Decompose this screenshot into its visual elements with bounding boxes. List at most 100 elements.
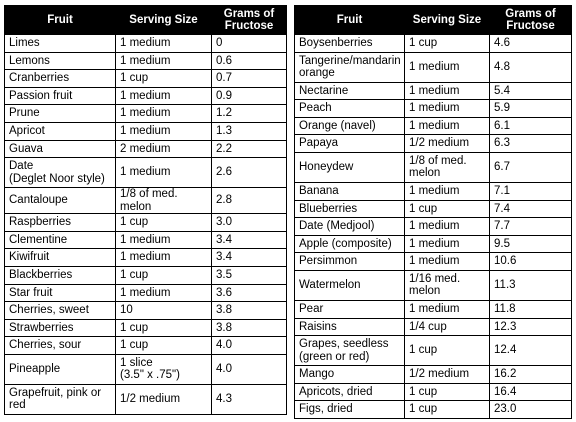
grams-cell: 11.3 (489, 269, 572, 301)
fruit-cell: Tangerine/mandarin orange (294, 51, 405, 83)
grams-cell: 0.7 (211, 69, 287, 88)
serving-size-cell: 1 medium (115, 230, 212, 250)
table-row: Watermelon 1/16 med. melon 11.3 (294, 269, 572, 301)
table-row: Figs, dried 1 cup 23.0 (294, 400, 572, 419)
fruit-cell: Grapes, seedless (green or red) (294, 335, 405, 367)
fruit-cell: Grapefruit, pink or red (4, 383, 116, 415)
grams-cell: 6.1 (489, 116, 572, 136)
grams-cell: 4.3 (211, 383, 287, 415)
table-row: Honeydew 1/8 of med. melon 6.7 (294, 151, 572, 183)
fruit-cell: Boysenberries (294, 34, 405, 53)
grams-cell: 23.0 (489, 400, 572, 419)
fruit-cell: Cherries, sweet (4, 301, 116, 320)
table-row: Tangerine/mandarin orange 1 medium 4.8 (294, 51, 572, 83)
grams-cell: 10.6 (489, 252, 572, 271)
grams-cell: 0 (211, 34, 287, 53)
serving-size-cell: 1 slice (3.5" x .75") (115, 353, 212, 385)
serving-size-cell: 1 medium (115, 283, 212, 303)
grams-cell: 0.9 (211, 86, 287, 106)
serving-size-cell: 1 medium (115, 121, 212, 141)
serving-size-cell: 1 cup (115, 265, 212, 285)
header-grams-of-fructose: Grams of Fructose (489, 5, 572, 35)
grams-cell: 12.3 (489, 317, 572, 337)
grams-cell: 4.6 (489, 34, 572, 53)
grams-cell: 3.4 (211, 248, 287, 267)
serving-size-cell: 1 cup (115, 69, 212, 88)
grams-cell: 1.3 (211, 121, 287, 141)
fruit-cell: Apricot (4, 121, 116, 141)
table-row: Guava 2 medium 2.2 (4, 139, 287, 159)
serving-size-cell: 1 medium (115, 51, 212, 71)
table-row: Cantaloupe 1/8 of med. melon 2.8 (4, 187, 287, 215)
serving-size-cell: 1 medium (404, 181, 490, 201)
fruit-cell: Strawberries (4, 318, 116, 338)
grams-cell: 16.4 (489, 382, 572, 402)
serving-size-cell: 1 medium (404, 234, 490, 254)
table-row: Papaya 1/2 medium 6.3 (294, 134, 572, 153)
table-row: Date (Deglet Noor style) 1 medium 2.6 (4, 157, 287, 189)
grams-cell: 0.6 (211, 51, 287, 71)
table-row: Strawberries 1 cup 3.8 (4, 318, 287, 338)
fruit-cell: Watermelon (294, 269, 405, 301)
table-row: Orange (navel) 1 medium 6.1 (294, 116, 572, 136)
serving-size-cell: 1 medium (404, 217, 490, 236)
fruit-cell: Raspberries (4, 213, 116, 232)
grams-cell: 11.8 (489, 299, 572, 319)
grams-cell: 3.0 (211, 213, 287, 232)
fruit-cell: Blueberries (294, 199, 405, 219)
serving-size-cell: 1/16 med. melon (404, 269, 490, 301)
serving-size-cell: 2 medium (115, 139, 212, 159)
table-row: Apricot 1 medium 1.3 (4, 121, 287, 141)
fruit-cell: Orange (navel) (294, 116, 405, 136)
grams-cell: 16.2 (489, 365, 572, 384)
fruit-cell: Prune (4, 104, 116, 123)
fruit-cell: Cranberries (4, 69, 116, 88)
header-fruit: Fruit (294, 5, 405, 35)
grams-cell: 3.8 (211, 318, 287, 338)
serving-size-cell: 1 medium (404, 81, 490, 101)
serving-size-cell: 1 medium (115, 34, 212, 53)
serving-size-cell: 1 cup (404, 382, 490, 402)
table-row: Cranberries 1 cup 0.7 (4, 69, 287, 88)
serving-size-cell: 1 cup (404, 199, 490, 219)
table-row: Nectarine 1 medium 5.4 (294, 81, 572, 101)
table-row: Persimmon 1 medium 10.6 (294, 252, 572, 271)
fruit-cell: Limes (4, 34, 116, 53)
fruit-cell: Papaya (294, 134, 405, 153)
grams-cell: 7.7 (489, 217, 572, 236)
table-row: Raspberries 1 cup 3.0 (4, 213, 287, 232)
serving-size-cell: 1 medium (115, 157, 212, 189)
table-row: Star fruit 1 medium 3.6 (4, 283, 287, 303)
fruit-cell: Figs, dried (294, 400, 405, 419)
table-body-left: Limes 1 medium 0 Lemons 1 medium 0.6 Cranberri… (4, 34, 287, 415)
header-serving-size: Serving Size (115, 5, 212, 35)
table-row: Raisins 1/4 cup 12.3 (294, 317, 572, 337)
serving-size-cell: 1 medium (404, 252, 490, 271)
fructose-table-right: Fruit Serving Size Grams of Fructose Boy… (294, 5, 572, 419)
serving-size-cell: 1 medium (404, 51, 490, 83)
table-row: Kiwifruit 1 medium 3.4 (4, 248, 287, 267)
table-row: Blackberries 1 cup 3.5 (4, 265, 287, 285)
table-row: Apricots, dried 1 cup 16.4 (294, 382, 572, 402)
table-row: Grapefruit, pink or red 1/2 medium 4.3 (4, 383, 287, 415)
fructose-table-left: Fruit Serving Size Grams of Fructose Lim… (4, 5, 287, 415)
grams-cell: 4.0 (211, 336, 287, 355)
header-serving-size: Serving Size (404, 5, 490, 35)
serving-size-cell: 1 medium (404, 99, 490, 118)
fruit-cell: Date (Deglet Noor style) (4, 157, 116, 189)
table-row: Grapes, seedless (green or red) 1 cup 12.4 (294, 335, 572, 367)
fruit-cell: Honeydew (294, 151, 405, 183)
fruit-cell: Banana (294, 181, 405, 201)
serving-size-cell: 1 cup (404, 335, 490, 367)
table-row: Apple (composite) 1 medium 9.5 (294, 234, 572, 254)
table-body-right: Boysenberries 1 cup 4.6 Tangerine/mandarin o… (294, 34, 572, 419)
fruit-cell: Nectarine (294, 81, 405, 101)
fruit-cell: Star fruit (4, 283, 116, 303)
table-row: Cherries, sweet 10 3.8 (4, 301, 287, 320)
fruit-cell: Cantaloupe (4, 187, 116, 215)
table-row: Cherries, sour 1 cup 4.0 (4, 336, 287, 355)
serving-size-cell: 1 cup (115, 336, 212, 355)
grams-cell: 1.2 (211, 104, 287, 123)
serving-size-cell: 1 medium (404, 116, 490, 136)
serving-size-cell: 10 (115, 301, 212, 320)
